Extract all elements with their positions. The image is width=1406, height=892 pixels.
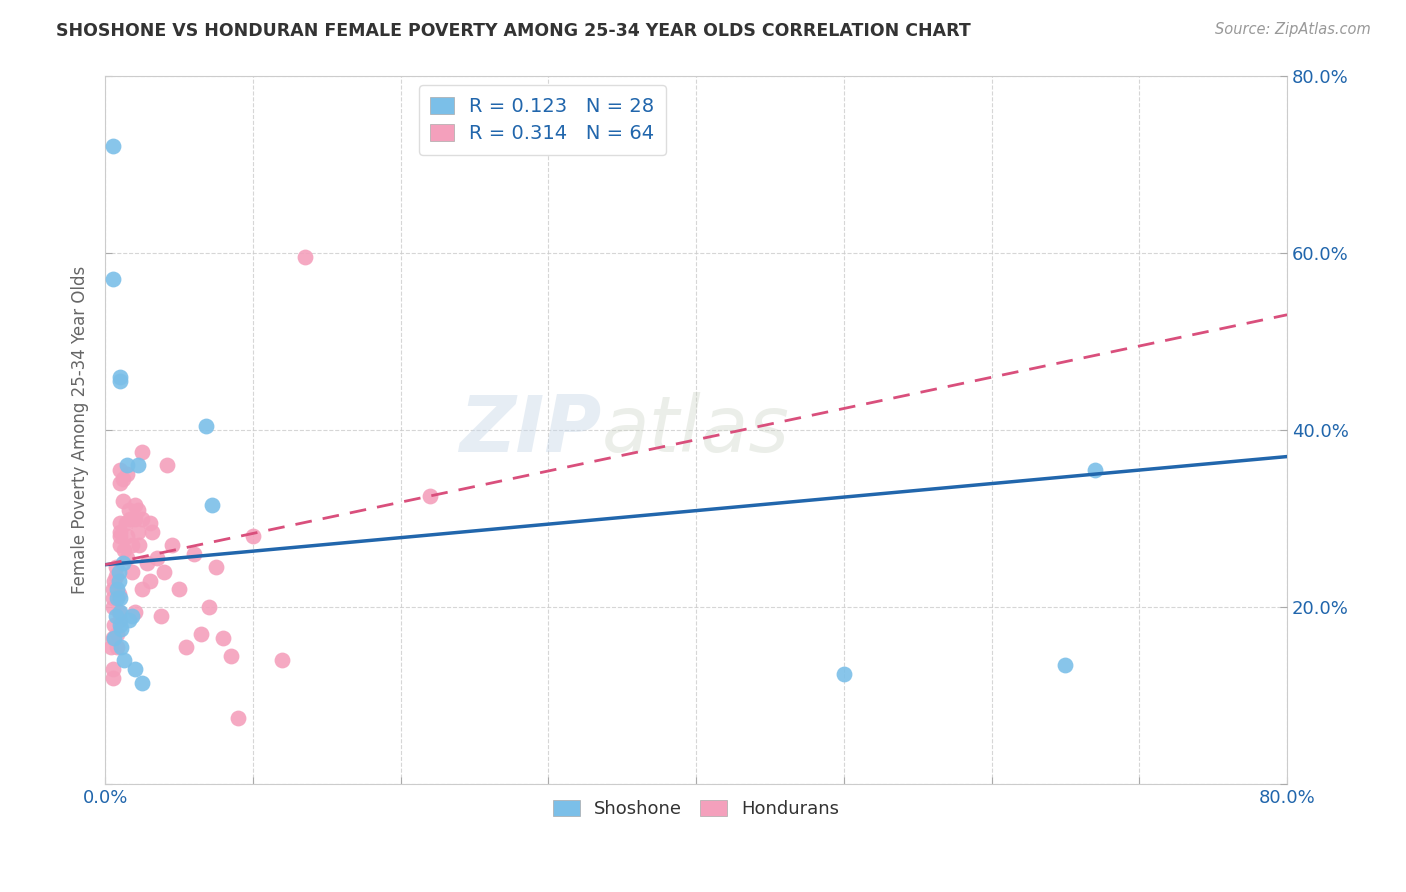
Point [120,511,142,525]
Point [101,591,124,606]
Point [153,565,176,579]
Point [103,574,125,588]
Point [150,609,173,624]
Point [124,498,146,512]
Point [101,272,124,286]
Point [176,640,198,654]
Point [205,560,228,574]
Point [226,711,249,725]
Point [219,648,242,663]
Point [118,502,141,516]
Point [127,502,149,516]
Point [124,662,146,676]
Point [832,666,855,681]
Point [103,618,125,632]
Point [108,524,131,539]
Point [419,490,441,504]
Point [101,631,124,645]
Point [100,640,122,654]
Point [131,582,153,597]
Point [117,458,139,473]
Point [101,671,124,685]
Point [212,631,235,645]
Text: Source: ZipAtlas.com: Source: ZipAtlas.com [1215,22,1371,37]
Point [110,623,132,637]
Point [111,494,134,508]
Point [112,653,135,667]
Legend: Shoshone, Hondurans: Shoshone, Hondurans [546,792,846,825]
Point [117,529,139,543]
Point [110,640,132,654]
Point [111,556,134,570]
Point [108,476,131,491]
Point [103,631,125,645]
Point [111,472,134,486]
Point [138,516,160,530]
Point [107,587,129,601]
Point [104,569,127,583]
Point [124,511,146,525]
Point [131,445,153,459]
Point [101,582,124,597]
Point [101,139,124,153]
Point [121,565,143,579]
Point [112,542,135,557]
Point [124,605,146,619]
Point [138,574,160,588]
Point [1084,463,1107,477]
Point [131,675,153,690]
Point [104,609,127,624]
Point [121,609,143,624]
Text: ZIP: ZIP [460,392,602,468]
Point [128,538,150,552]
Point [108,591,131,606]
Point [101,662,124,676]
Point [117,551,139,566]
Point [108,538,131,552]
Point [167,582,190,597]
Point [121,538,143,552]
Point [131,511,153,525]
Point [194,418,217,433]
Text: atlas: atlas [602,392,790,468]
Point [183,547,205,561]
Point [108,605,131,619]
Point [242,529,264,543]
Point [160,538,183,552]
Point [104,560,127,574]
Point [105,627,128,641]
Point [200,498,222,512]
Point [127,524,149,539]
Point [117,467,139,482]
Point [108,369,131,384]
Point [118,614,141,628]
Point [141,524,163,539]
Point [156,458,179,473]
Point [101,600,124,615]
Point [108,618,131,632]
Point [127,458,149,473]
Point [294,250,316,264]
Point [108,516,131,530]
Point [135,556,157,570]
Point [197,600,219,615]
Point [105,582,128,597]
Point [271,653,294,667]
Point [108,614,131,628]
Point [107,574,129,588]
Point [105,591,128,606]
Point [108,374,131,388]
Point [108,529,131,543]
Point [190,627,212,641]
Point [1054,657,1077,672]
Point [107,605,129,619]
Point [146,551,169,566]
Point [108,463,131,477]
Point [115,516,138,530]
Y-axis label: Female Poverty Among 25-34 Year Olds: Female Poverty Among 25-34 Year Olds [72,266,89,594]
Point [105,640,128,654]
Text: SHOSHONE VS HONDURAN FEMALE POVERTY AMONG 25-34 YEAR OLDS CORRELATION CHART: SHOSHONE VS HONDURAN FEMALE POVERTY AMON… [56,22,972,40]
Point [107,565,129,579]
